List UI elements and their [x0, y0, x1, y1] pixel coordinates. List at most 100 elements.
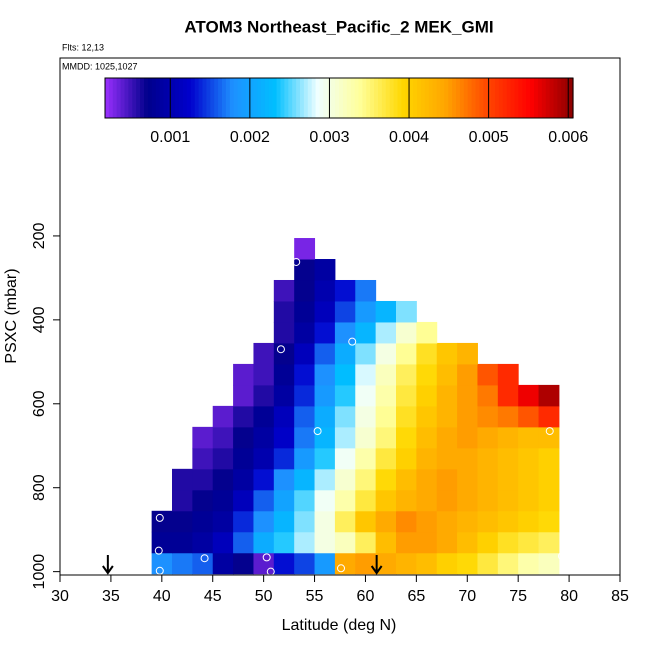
colorbar-segment — [288, 78, 293, 118]
colorbar-segment — [257, 78, 262, 118]
heatmap-cell — [396, 447, 417, 470]
heatmap-cell — [457, 468, 478, 491]
heatmap-cell — [294, 426, 316, 449]
heatmap-cell — [457, 447, 478, 470]
colorbar-segment — [526, 78, 531, 118]
heatmap-cell — [355, 363, 377, 386]
colorbar-frame — [104, 77, 574, 119]
heatmap-cell — [334, 426, 356, 449]
heatmap-cell — [294, 510, 316, 533]
colorbar-segment — [362, 78, 367, 118]
colorbar-segment — [397, 78, 402, 118]
heatmap-cell — [416, 489, 438, 512]
heatmap-cell — [294, 279, 316, 302]
heatmap-cell — [477, 384, 499, 407]
heatmap-cell — [477, 405, 499, 428]
colorbar-segment — [569, 78, 574, 118]
flights-note: Flts: 12,13 — [62, 42, 104, 52]
colorbar-segment — [479, 78, 484, 118]
x-axis-label: Latitude (deg N) — [282, 617, 397, 634]
colorbar-segment — [120, 78, 126, 118]
heatmap-cell — [497, 363, 519, 386]
y-tick-label: 200 — [31, 222, 48, 249]
heatmap-cell — [294, 363, 316, 386]
x-tick-label: 65 — [407, 588, 425, 605]
heatmap-cell — [212, 531, 234, 554]
colorbar-segment — [518, 78, 523, 118]
heatmap-cell — [477, 363, 499, 386]
heatmap-cell — [151, 510, 173, 533]
x-tick-label: 70 — [458, 588, 476, 605]
colorbar-segment — [147, 78, 153, 118]
y-tick-label: 1000 — [31, 554, 48, 590]
x-tick-label: 45 — [204, 588, 222, 605]
dates-note: MMDD: 1025,1027 — [62, 61, 138, 71]
heatmap-cell — [294, 531, 316, 554]
heatmap-cell — [334, 279, 356, 302]
colorbar-segment — [463, 78, 469, 118]
heatmap-cell — [355, 531, 377, 554]
heatmap-cell — [375, 447, 397, 470]
heatmap-cell — [518, 447, 540, 470]
heatmap-cell — [192, 468, 214, 491]
heatmap-cell — [334, 447, 356, 470]
colorbar-segment — [549, 78, 555, 118]
heatmap-cell — [375, 510, 397, 533]
heatmap-cell — [416, 405, 438, 428]
heatmap-cell — [355, 321, 377, 344]
heatmap-cell — [538, 510, 560, 533]
colorbar-segment — [522, 78, 527, 118]
colorbar-segment — [124, 78, 129, 118]
x-tick-label: 40 — [153, 588, 171, 605]
heatmap-cell — [457, 342, 478, 365]
heatmap-cell — [457, 489, 478, 512]
colorbar-segment — [132, 78, 137, 118]
colorbar-segment — [440, 78, 445, 118]
heatmap-cell — [396, 300, 417, 323]
observation-point — [262, 553, 271, 562]
colorbar-segment — [319, 78, 324, 118]
heatmap-cell — [253, 468, 275, 491]
colorbar-segment — [436, 78, 441, 118]
heatmap-cell — [192, 489, 214, 512]
colorbar-segment — [428, 78, 434, 118]
colorbar-segment — [249, 78, 254, 118]
heatmap-cell — [273, 552, 295, 575]
heatmap-cell — [314, 552, 336, 575]
heatmap-cell — [314, 489, 336, 512]
heatmap-cell — [233, 531, 254, 554]
heatmap-cell — [436, 384, 458, 407]
heatmap-cell — [314, 510, 336, 533]
heatmap-cell — [294, 384, 316, 407]
heatmap-cell — [253, 405, 275, 428]
heatmap-cell — [294, 321, 316, 344]
colorbar-segment — [202, 78, 207, 118]
heatmap-cell — [538, 384, 560, 407]
heatmap-cell — [497, 552, 519, 575]
colorbar-segment — [456, 78, 461, 118]
heatmap-cell — [416, 321, 438, 344]
heatmap-cell — [457, 426, 478, 449]
colorbar-tick-label: 0.005 — [469, 129, 509, 146]
heatmap-cell — [497, 468, 519, 491]
heatmap-cell — [233, 510, 254, 533]
colorbar-segment — [206, 78, 211, 118]
heatmap-cell — [192, 510, 214, 533]
x-tick-label: 50 — [255, 588, 273, 605]
colorbar-segment — [385, 78, 391, 118]
heatmap-cell — [436, 363, 458, 386]
y-axis-label: PSXC (mbar) — [3, 268, 20, 363]
heatmap-cell — [457, 384, 478, 407]
observation-point — [313, 427, 322, 436]
heatmap — [151, 238, 560, 575]
heatmap-cell — [294, 447, 316, 470]
heatmap-cell — [233, 384, 254, 407]
heatmap-cell — [497, 510, 519, 533]
heatmap-cell — [212, 489, 234, 512]
heatmap-cell — [294, 405, 316, 428]
colorbar-segment — [163, 78, 168, 118]
heatmap-cell — [273, 447, 295, 470]
observation-point — [348, 337, 357, 346]
arrow-marker — [370, 555, 383, 575]
y-tick-label: 600 — [31, 390, 48, 417]
